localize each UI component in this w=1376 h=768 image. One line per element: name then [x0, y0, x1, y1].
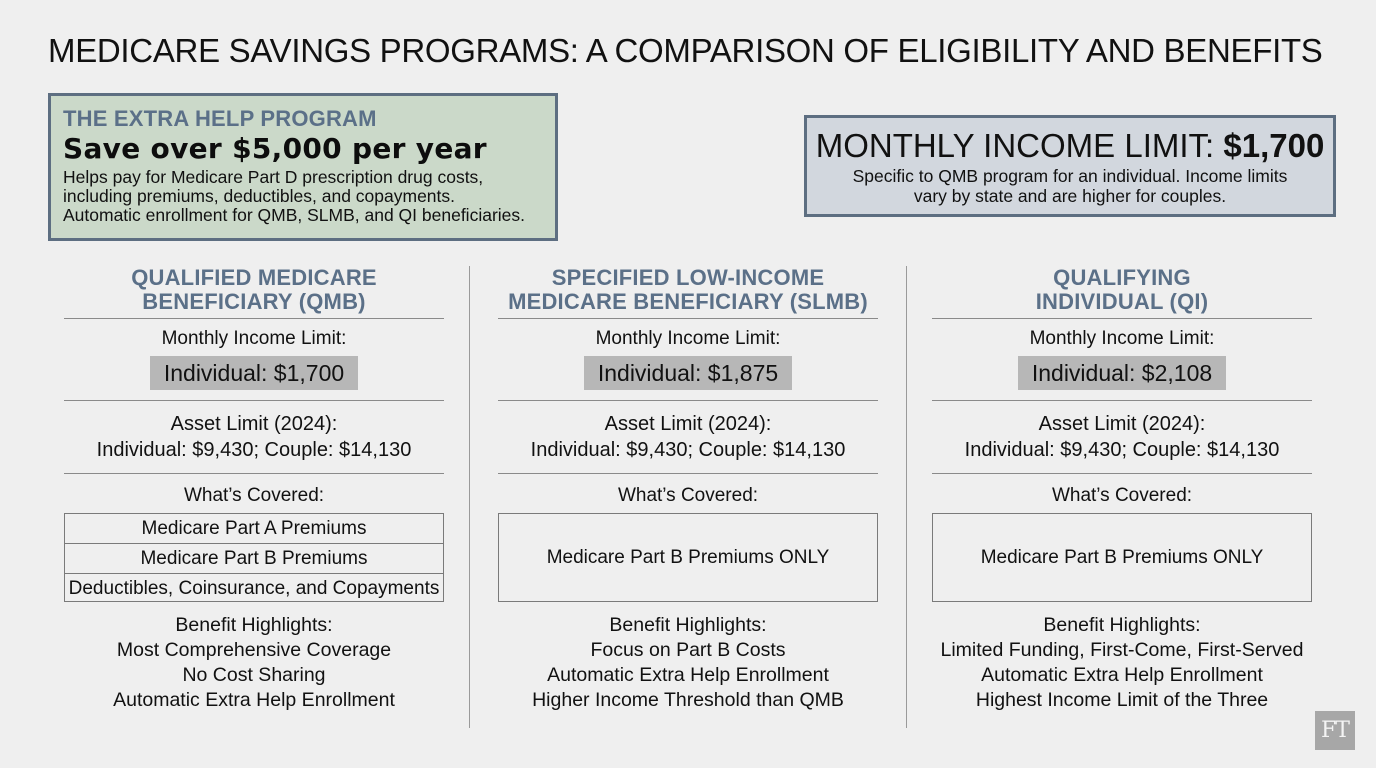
covered-table: Medicare Part A Premiums Medicare Part B… — [64, 513, 444, 602]
column-divider — [906, 266, 907, 728]
extra-help-line: Helps pay for Medicare Part D prescripti… — [63, 167, 484, 187]
program-title-line: SPECIFIED LOW-INCOME — [551, 265, 825, 290]
program-column-slmb: SPECIFIED LOW-INCOME MEDICARE BENEFICIAR… — [498, 262, 878, 713]
highlight-item: Higher Income Threshold than QMB — [532, 689, 844, 711]
asset-limit: Asset Limit (2024): Individual: $9,430; … — [498, 411, 878, 463]
highlight-item: Automatic Extra Help Enrollment — [113, 689, 395, 711]
covered-item: Medicare Part B Premiums — [65, 544, 443, 574]
covered-label: What’s Covered: — [617, 485, 759, 506]
highlight-item: Automatic Extra Help Enrollment — [981, 664, 1263, 686]
asset-limit-value: Individual: $9,430; Couple: $14,130 — [96, 439, 412, 461]
program-column-qi: QUALIFYING INDIVIDUAL (QI) Monthly Incom… — [932, 262, 1312, 713]
benefit-highlights: Benefit Highlights: Most Comprehensive C… — [64, 613, 444, 713]
benefit-highlights: Benefit Highlights: Limited Funding, Fir… — [932, 613, 1312, 713]
covered-label: What’s Covered: — [183, 485, 325, 506]
income-note-line: vary by state and are higher for couples… — [913, 186, 1227, 206]
program-title: QUALIFIED MEDICARE BENEFICIARY (QMB) — [64, 262, 444, 318]
income-limit-note: Specific to QMB program for an individua… — [807, 166, 1333, 206]
extra-help-line: Automatic enrollment for QMB, SLMB, and … — [63, 205, 525, 225]
asset-limit: Asset Limit (2024): Individual: $9,430; … — [64, 411, 444, 463]
extra-help-body: Helps pay for Medicare Part D prescripti… — [63, 168, 543, 225]
program-title-line: INDIVIDUAL (QI) — [1035, 289, 1209, 314]
asset-limit-label: Asset Limit (2024): — [604, 413, 772, 435]
income-limit-value: Individual: $2,108 — [1017, 356, 1227, 390]
income-limit-label: Monthly Income Limit: — [595, 328, 781, 349]
covered-item: Medicare Part B Premiums ONLY — [980, 547, 1264, 568]
asset-limit-value: Individual: $9,430; Couple: $14,130 — [530, 439, 846, 461]
highlight-item: Most Comprehensive Coverage — [116, 639, 392, 661]
section-rule — [64, 473, 444, 474]
asset-limit-value: Individual: $9,430; Couple: $14,130 — [964, 439, 1280, 461]
covered-label: What’s Covered: — [1051, 485, 1193, 506]
page-title: MEDICARE SAVINGS PROGRAMS: A COMPARISON … — [48, 32, 1323, 69]
section-rule — [932, 318, 1312, 319]
highlights-label: Benefit Highlights: — [609, 614, 767, 636]
section-rule — [498, 400, 878, 401]
extra-help-callout: THE EXTRA HELP PROGRAM Save over $5,000 … — [48, 93, 558, 241]
highlight-item: Limited Funding, First-Come, First-Serve… — [940, 639, 1304, 661]
covered-item: Medicare Part B Premiums ONLY — [546, 547, 830, 568]
income-note-line: Specific to QMB program for an individua… — [852, 166, 1288, 186]
covered-item: Deductibles, Coinsurance, and Copayments — [68, 578, 440, 599]
program-title: SPECIFIED LOW-INCOME MEDICARE BENEFICIAR… — [498, 262, 878, 318]
program-title-line: MEDICARE BENEFICIARY (SLMB) — [508, 289, 868, 314]
program-title-line: QUALIFIED MEDICARE — [131, 265, 377, 290]
extra-help-headline: Save over $5,000 per year — [63, 132, 487, 165]
income-limit-label: Monthly Income Limit: — [1029, 328, 1215, 349]
program-title: QUALIFYING INDIVIDUAL (QI) — [932, 262, 1312, 318]
column-divider — [469, 266, 470, 728]
benefit-highlights: Benefit Highlights: Focus on Part B Cost… — [498, 613, 878, 713]
ft-logo: FT — [1315, 711, 1355, 750]
highlights-label: Benefit Highlights: — [1043, 614, 1201, 636]
extra-help-line: including premiums, deductibles, and cop… — [63, 186, 456, 206]
asset-limit: Asset Limit (2024): Individual: $9,430; … — [932, 411, 1312, 463]
highlight-item: Automatic Extra Help Enrollment — [547, 664, 829, 686]
covered-item: Medicare Part A Premiums — [65, 514, 443, 544]
income-limit-label: MONTHLY INCOME LIMIT: — [815, 127, 1215, 164]
section-rule — [498, 473, 878, 474]
section-rule — [932, 473, 1312, 474]
highlight-item: Highest Income Limit of the Three — [975, 689, 1269, 711]
highlights-label: Benefit Highlights: — [175, 614, 333, 636]
income-limit-value: $1,700 — [1223, 127, 1325, 164]
section-rule — [932, 400, 1312, 401]
section-rule — [64, 400, 444, 401]
covered-table: Medicare Part B Premiums ONLY — [498, 513, 878, 602]
section-rule — [498, 318, 878, 319]
income-limit-value: Individual: $1,700 — [149, 356, 359, 390]
highlight-item: No Cost Sharing — [182, 664, 326, 686]
income-limit-heading: MONTHLY INCOME LIMIT: $1,700 — [807, 126, 1333, 166]
income-limit-callout: MONTHLY INCOME LIMIT: $1,700 Specific to… — [804, 115, 1336, 217]
asset-limit-label: Asset Limit (2024): — [170, 413, 338, 435]
program-title-line: BENEFICIARY (QMB) — [142, 289, 366, 314]
income-limit-value: Individual: $1,875 — [583, 356, 793, 390]
extra-help-kicker: THE EXTRA HELP PROGRAM — [63, 106, 377, 131]
program-title-line: QUALIFYING — [1053, 265, 1191, 290]
income-limit-label: Monthly Income Limit: — [161, 328, 347, 349]
asset-limit-label: Asset Limit (2024): — [1038, 413, 1206, 435]
highlight-item: Focus on Part B Costs — [590, 639, 786, 661]
covered-table: Medicare Part B Premiums ONLY — [932, 513, 1312, 602]
section-rule — [64, 318, 444, 319]
program-column-qmb: QUALIFIED MEDICARE BENEFICIARY (QMB) Mon… — [64, 262, 444, 713]
